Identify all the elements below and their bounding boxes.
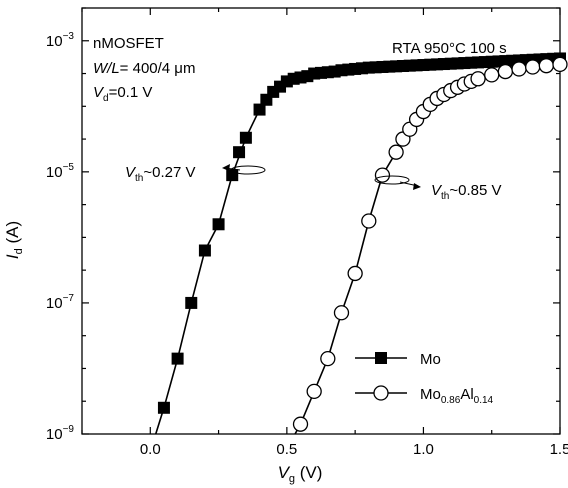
data-markers — [157, 52, 568, 432]
vd-annotation: Vd=0.1 V — [93, 84, 152, 104]
data-point-moal — [538, 58, 554, 74]
data-point-mo — [171, 352, 184, 365]
data-point-moal — [306, 383, 322, 400]
y-tick-label: 10−5 — [46, 162, 75, 181]
data-point-mo — [253, 103, 266, 116]
plot-frame — [81, 7, 561, 435]
vth-moal-marker-ellipse — [374, 175, 410, 185]
vth-mo-annotation: Vth~0.27 V — [125, 164, 196, 184]
legend: Mo Mo0.86Al0.14 — [355, 351, 494, 406]
data-point-moal — [484, 67, 500, 83]
legend-mo-marker — [375, 352, 387, 364]
series-lines — [154, 57, 561, 435]
series-line-0 — [154, 57, 561, 435]
data-point-moal — [388, 144, 404, 160]
series-line-1 — [294, 63, 561, 435]
x-tick-label: 0.5 — [276, 441, 297, 458]
vth-moal-annotation: Vth~0.85 V — [431, 182, 502, 202]
y-axis-label: Id (A) — [3, 221, 25, 259]
device-annotation: nMOSFET — [93, 35, 164, 52]
data-point-moal — [497, 63, 514, 80]
data-point-moal — [511, 61, 527, 77]
data-point-moal — [552, 56, 568, 73]
data-point-mo — [226, 169, 239, 182]
vth-mo-arrowhead — [222, 164, 230, 171]
data-point-mo — [424, 58, 437, 71]
data-point-mo — [519, 54, 532, 67]
data-point-moal — [320, 350, 336, 367]
data-point-moal — [347, 265, 363, 282]
data-point-mo — [157, 401, 170, 414]
data-point-mo — [355, 62, 368, 75]
data-point-mo — [185, 296, 198, 309]
data-point-mo — [233, 146, 246, 159]
data-point-moal — [470, 71, 486, 87]
data-point-moal — [374, 167, 391, 183]
x-tick-label: 0.0 — [140, 441, 161, 458]
data-point-mo — [403, 59, 416, 72]
vth-mo-marker-ellipse — [230, 165, 266, 175]
data-point-mo — [444, 57, 457, 70]
wl-annotation: W/L= 400/4 μm — [93, 60, 195, 77]
y-tick-label: 10−7 — [46, 293, 75, 312]
vth-moal-arrowhead — [413, 183, 421, 190]
data-point-moal — [333, 305, 350, 321]
y-tick-label: 10−9 — [46, 424, 75, 443]
axis-ticks: 0.0 0.5 1.0 1.5 10−9 10−7 10−5 10−3 — [46, 7, 568, 458]
legend-moal-marker — [373, 385, 389, 401]
data-point-mo — [198, 244, 211, 257]
data-point-moal — [361, 213, 377, 229]
data-point-moal — [292, 416, 309, 432]
x-tick-label: 1.0 — [413, 441, 434, 458]
data-point-moal — [525, 59, 541, 75]
x-tick-label: 1.5 — [550, 441, 568, 458]
data-point-mo — [212, 218, 225, 231]
data-point-mo — [239, 131, 252, 144]
rta-annotation: RTA 950°C 100 s — [392, 40, 507, 57]
legend-mo-label: Mo — [420, 351, 441, 368]
legend-moal-label: Mo0.86Al0.14 — [420, 386, 494, 406]
data-point-mo — [499, 55, 512, 68]
x-axis-label: Vg (V) — [278, 463, 323, 485]
y-tick-label: 10−3 — [46, 31, 75, 50]
